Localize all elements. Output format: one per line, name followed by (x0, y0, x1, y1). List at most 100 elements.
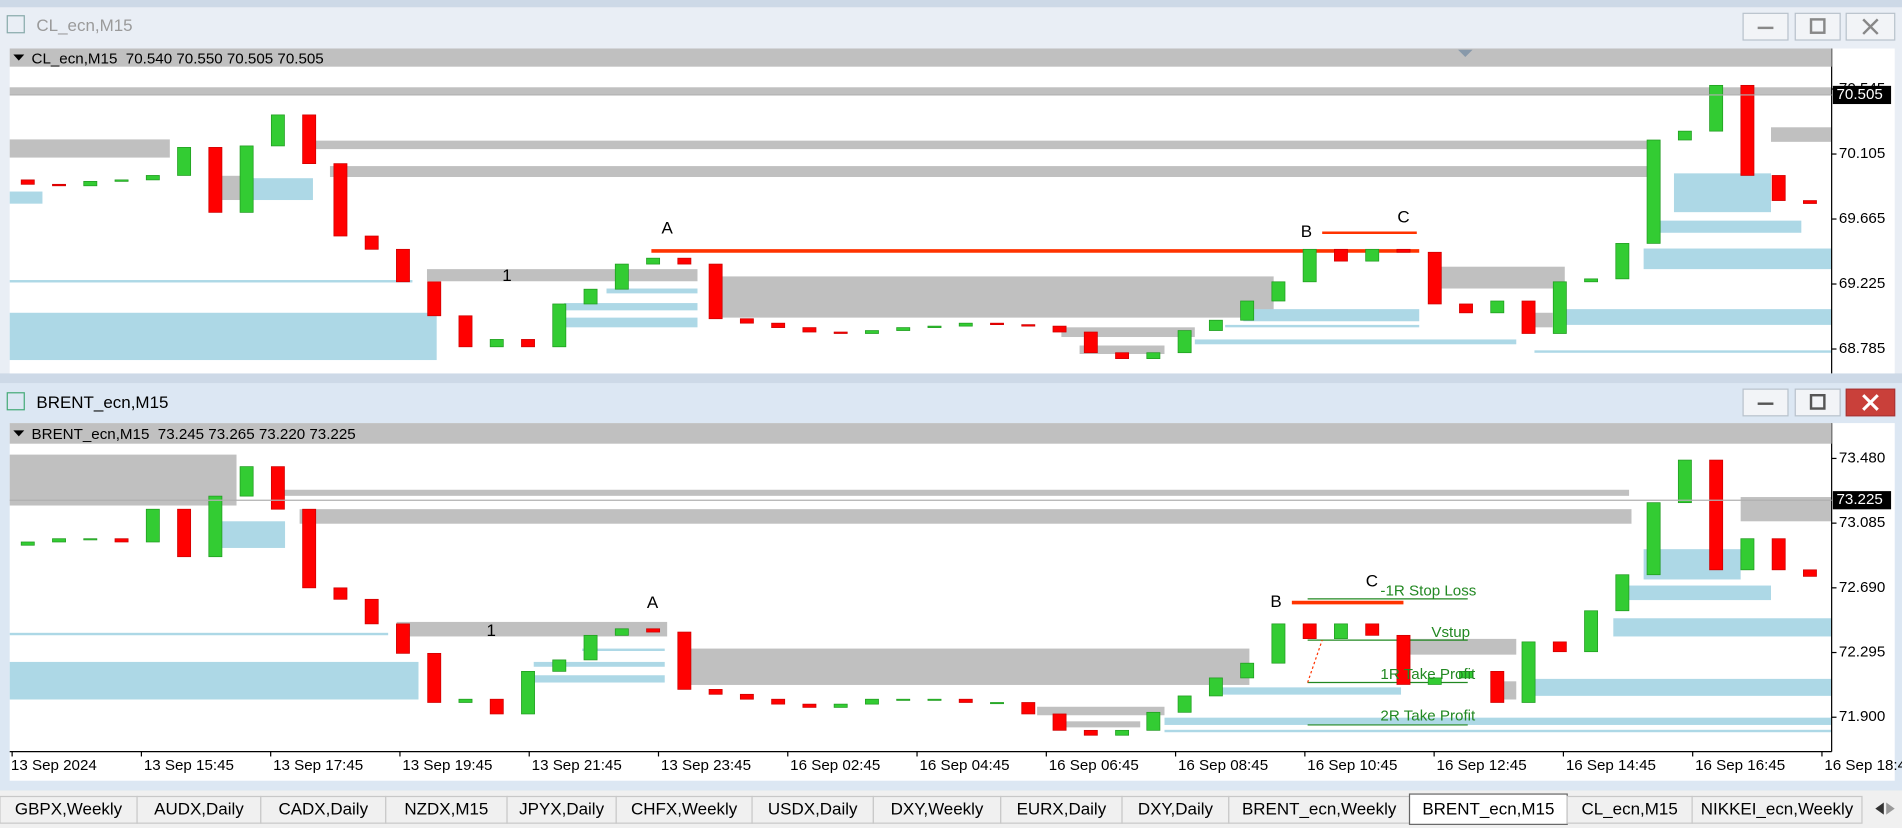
tab-label[interactable]: USDX,Daily (768, 799, 858, 818)
candle (646, 257, 661, 265)
candle (333, 587, 348, 600)
annotation: C (1366, 571, 1378, 590)
x-tick-label: 13 Sep 19:45 (402, 757, 492, 774)
tab[interactable] (751, 795, 874, 824)
x-tick-label: 16 Sep 12:45 (1437, 757, 1527, 774)
candle (52, 538, 66, 543)
x-tick-label: 16 Sep 02:45 (790, 757, 880, 774)
annotation: 1 (487, 621, 496, 640)
y-tick-label: 70.105 (1839, 145, 1885, 162)
tab-label[interactable]: CADX,Daily (278, 799, 368, 818)
tab[interactable] (1000, 795, 1123, 824)
x-tick-label: 16 Sep 18:45 (1824, 757, 1902, 774)
tab-label[interactable]: NZDX,M15 (404, 799, 488, 818)
candle (1803, 200, 1817, 204)
candle (1427, 251, 1442, 305)
tab-label[interactable]: JPYX,Daily (519, 799, 604, 818)
candle (958, 698, 973, 703)
tab[interactable] (615, 795, 753, 824)
annotation: 1 (502, 266, 511, 285)
candle (521, 671, 535, 715)
candle (1177, 695, 1192, 713)
candle (1365, 623, 1380, 636)
tab[interactable] (1691, 795, 1863, 824)
candle (614, 628, 629, 636)
candle (489, 339, 504, 348)
candle (1552, 281, 1567, 334)
candle (20, 541, 35, 546)
trade-lines (651, 231, 1420, 253)
candle (83, 538, 98, 541)
candle (1177, 330, 1192, 354)
tab-label[interactable]: CHFX,Weekly (631, 799, 738, 818)
candle (302, 508, 317, 589)
candle (1584, 610, 1599, 653)
window-buttons[interactable] (1742, 388, 1896, 417)
tab-label[interactable]: NIKKEI_ecn,Weekly (1701, 799, 1854, 818)
tab[interactable] (385, 795, 508, 824)
candle (1302, 248, 1317, 283)
candle (1021, 324, 1036, 327)
x-tick-label: 13 Sep 21:45 (532, 757, 622, 774)
candle (552, 303, 567, 348)
candle (521, 339, 535, 348)
window-buttons[interactable] (1742, 12, 1896, 41)
candle (1709, 459, 1724, 571)
zones (9, 454, 1832, 733)
tab-label[interactable]: AUDX,Daily (154, 799, 244, 818)
candle (771, 322, 786, 328)
candle (1709, 84, 1724, 132)
tab[interactable] (1408, 793, 1568, 825)
symbol-bar (9, 423, 1832, 444)
chart-bottom: 73.480 73.085 72.690 72.295 71.900 73.225 13 S… (9, 423, 1902, 774)
tab-label[interactable]: GBPX,Weekly (15, 799, 123, 818)
candle (1208, 677, 1223, 697)
candle (1771, 538, 1786, 571)
candle (896, 698, 911, 701)
tab[interactable] (1121, 795, 1230, 824)
tab[interactable] (260, 795, 387, 824)
candle (114, 179, 129, 182)
tab[interactable] (0, 795, 138, 824)
tab-scroll-right[interactable] (1886, 802, 1895, 815)
trade-label: -1R Stop Loss (1380, 583, 1476, 600)
candle (270, 466, 285, 510)
chart-area (9, 423, 1895, 781)
candle (458, 315, 473, 348)
y-tick-label: 69.225 (1839, 275, 1885, 292)
candle (1146, 352, 1161, 359)
candle (771, 698, 786, 705)
candle (1521, 641, 1536, 703)
tab-label[interactable]: CL_ecn,M15 (1582, 799, 1678, 818)
candle (52, 183, 66, 187)
y-tick-label: 69.665 (1839, 210, 1885, 227)
y-tick-label: 73.480 (1839, 449, 1885, 466)
y-tick-label: 72.295 (1839, 644, 1885, 661)
collapse-icon (13, 430, 25, 437)
x-tick-label: 16 Sep 08:45 (1178, 757, 1268, 774)
tab-label[interactable]: BRENT_ecn,Weekly (1242, 799, 1397, 818)
tab-label[interactable]: DXY,Daily (1138, 799, 1214, 818)
symbol-bar (9, 48, 1832, 67)
tab-label[interactable]: BRENT_ecn,M15 (1422, 799, 1554, 818)
x-tick-label: 13 Sep 23:45 (661, 757, 751, 774)
candle (583, 288, 598, 305)
tab-label[interactable]: EURX,Daily (1017, 799, 1107, 818)
y-tick-label: 71.900 (1839, 708, 1885, 725)
candle (990, 702, 1004, 705)
tab-label[interactable]: DXY,Weekly (891, 799, 984, 818)
annotation: A (647, 593, 659, 612)
tab-scroll-left[interactable] (1875, 802, 1884, 815)
y-tick-label: 68.785 (1839, 340, 1885, 357)
candle (427, 281, 442, 317)
tab[interactable] (1228, 795, 1411, 824)
symbol-info: BRENT_ecn,M15 73.245 73.265 73.220 73.22… (32, 426, 356, 443)
window-title: BRENT_ecn,M15 (36, 393, 168, 412)
candle (177, 508, 192, 558)
candle (270, 114, 285, 147)
candle (927, 698, 942, 701)
candle (489, 698, 504, 715)
tabs: GBPX,Weekly AUDX,Daily CADX,Daily NZDX,M15 J… (0, 793, 1863, 825)
tab[interactable] (1566, 795, 1693, 824)
candle (1740, 84, 1755, 176)
